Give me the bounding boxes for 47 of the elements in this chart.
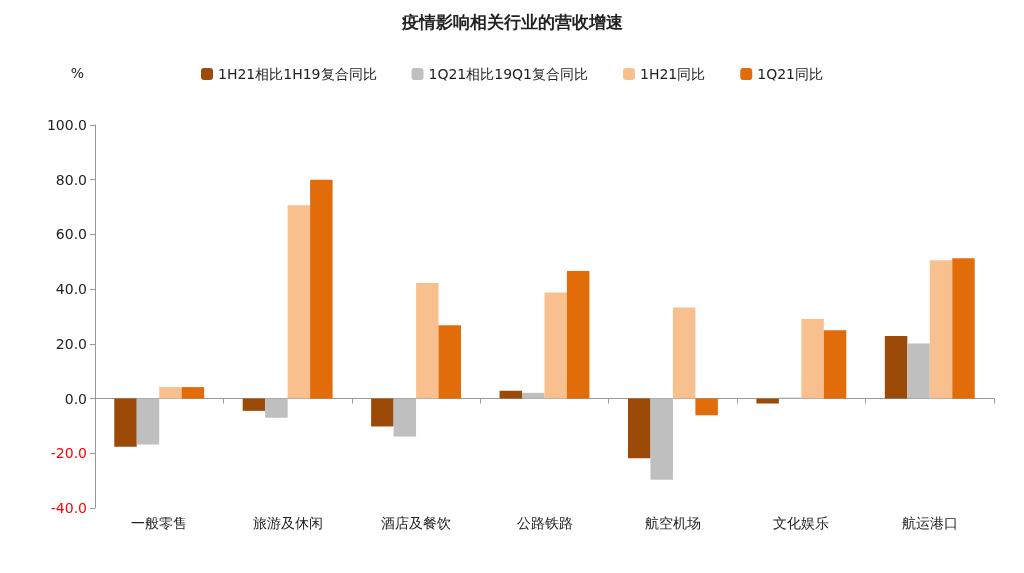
- y-tick-label: 20.0: [55, 335, 87, 352]
- x-tick-label: 一般零售: [131, 515, 188, 531]
- x-tick-label: 公路铁路: [516, 515, 573, 531]
- x-tick-label: 航运港口: [901, 515, 958, 531]
- bar: [650, 398, 673, 480]
- bar: [566, 271, 590, 399]
- bar: [522, 392, 545, 399]
- y-tick-label: 40.0: [55, 281, 87, 298]
- y-axis-title: %: [70, 65, 85, 81]
- bar: [438, 325, 462, 399]
- y-tick-label: 100.0: [46, 117, 87, 133]
- bar: [672, 307, 696, 399]
- bar: [114, 398, 137, 447]
- y-tick-label: 0.0: [64, 390, 87, 407]
- x-tick-label: 酒店及餐饮: [381, 515, 452, 531]
- legend-label: 1Q21同比: [757, 66, 823, 82]
- bar: [627, 398, 651, 459]
- bar: [371, 398, 394, 427]
- x-tick-label: 旅游及休闲: [252, 515, 323, 531]
- x-tick-label: 航空机场: [644, 515, 701, 531]
- legend-label: 1H21同比: [640, 66, 706, 82]
- y-tick-label: -20.0: [50, 445, 87, 462]
- legend-label: 1H21相比1H19复合同比: [218, 66, 377, 82]
- chart-title: 疫情影响相关行业的营收增速: [400, 11, 623, 32]
- y-tick-label: -40.0: [50, 500, 87, 516]
- bar: [952, 258, 975, 399]
- bar: [393, 398, 417, 437]
- x-tick-label: 文化娱乐: [773, 515, 830, 531]
- bar: [181, 387, 205, 399]
- bar: [242, 398, 266, 411]
- bar: [695, 398, 718, 416]
- y-tick-label: 60.0: [55, 226, 87, 243]
- bar: [416, 283, 439, 399]
- bar: [159, 387, 182, 399]
- bar: [287, 205, 311, 399]
- legend-label: 1Q21相比19Q1复合同比: [428, 66, 588, 82]
- bar: [265, 398, 288, 418]
- bar: [884, 335, 908, 399]
- bar: [499, 390, 523, 399]
- bar: [801, 318, 824, 399]
- bar: [907, 343, 930, 399]
- bar: [929, 260, 953, 399]
- bar: [136, 398, 160, 445]
- bar: [823, 330, 847, 399]
- y-tick-label: 80.0: [55, 171, 87, 188]
- bar: [310, 179, 333, 399]
- bar: [544, 292, 567, 399]
